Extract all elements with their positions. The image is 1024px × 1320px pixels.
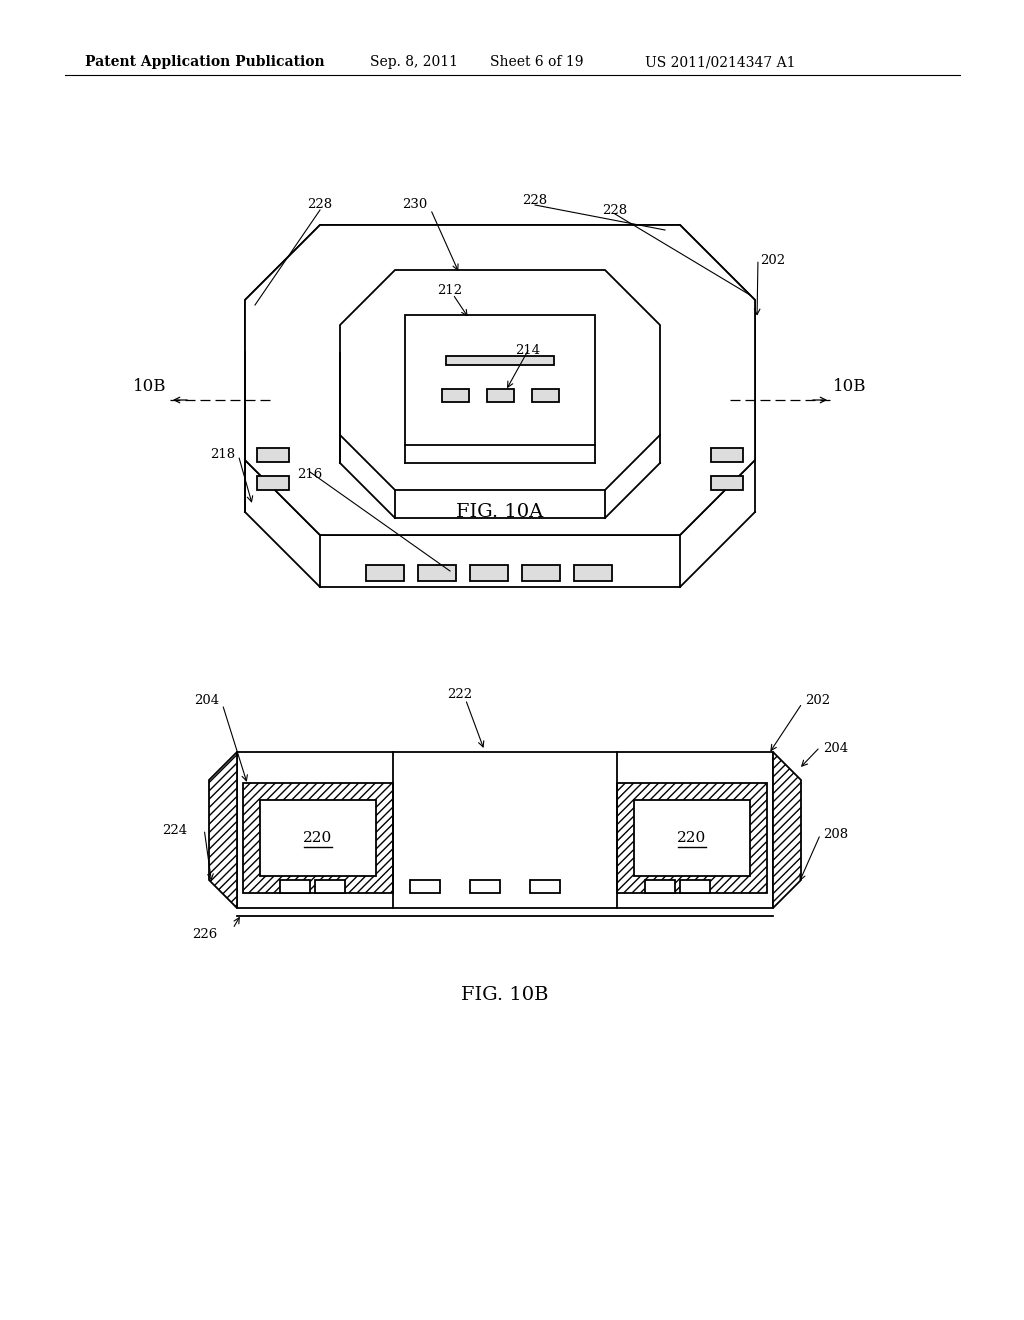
Bar xyxy=(280,879,310,892)
Bar xyxy=(531,388,558,401)
Text: 216: 216 xyxy=(297,469,323,482)
Bar xyxy=(634,800,750,876)
Bar xyxy=(418,565,456,581)
Bar xyxy=(470,565,508,581)
Text: 204: 204 xyxy=(823,742,848,755)
Bar xyxy=(257,477,289,490)
Text: FIG. 10A: FIG. 10A xyxy=(457,503,544,521)
Text: 204: 204 xyxy=(195,693,219,706)
Polygon shape xyxy=(406,315,595,445)
Text: Patent Application Publication: Patent Application Publication xyxy=(85,55,325,69)
Bar xyxy=(243,783,393,894)
Bar xyxy=(257,447,289,462)
Text: 228: 228 xyxy=(307,198,333,211)
Bar xyxy=(315,879,345,892)
Text: Sep. 8, 2011: Sep. 8, 2011 xyxy=(370,55,458,69)
Bar xyxy=(486,388,513,401)
Bar xyxy=(446,355,554,364)
Text: Sheet 6 of 19: Sheet 6 of 19 xyxy=(490,55,584,69)
Polygon shape xyxy=(209,752,237,908)
Bar xyxy=(711,477,743,490)
Text: US 2011/0214347 A1: US 2011/0214347 A1 xyxy=(645,55,796,69)
Text: 220: 220 xyxy=(677,832,707,845)
Bar xyxy=(530,879,560,892)
Bar xyxy=(260,800,376,876)
Text: 224: 224 xyxy=(162,824,187,837)
Bar xyxy=(366,565,404,581)
Text: 222: 222 xyxy=(447,689,472,701)
Bar xyxy=(237,752,773,908)
Polygon shape xyxy=(773,752,801,908)
Bar xyxy=(410,879,440,892)
Text: 218: 218 xyxy=(210,449,234,462)
Polygon shape xyxy=(245,224,755,535)
Text: FIG. 10B: FIG. 10B xyxy=(461,986,549,1005)
Bar xyxy=(574,565,612,581)
Text: 202: 202 xyxy=(806,693,830,706)
Text: 230: 230 xyxy=(402,198,428,211)
Bar xyxy=(522,565,560,581)
Text: 220: 220 xyxy=(303,832,333,845)
Text: 208: 208 xyxy=(823,829,848,842)
Text: 228: 228 xyxy=(602,203,628,216)
Polygon shape xyxy=(340,271,660,490)
Text: 214: 214 xyxy=(515,343,540,356)
Bar xyxy=(441,388,469,401)
Text: 202: 202 xyxy=(760,253,785,267)
Bar xyxy=(617,783,767,894)
Text: 212: 212 xyxy=(437,284,463,297)
Polygon shape xyxy=(245,224,755,535)
Text: 10B: 10B xyxy=(834,378,866,395)
Text: 228: 228 xyxy=(522,194,548,206)
Text: 226: 226 xyxy=(191,928,217,941)
Bar xyxy=(645,879,675,892)
Bar xyxy=(680,879,710,892)
Text: 10B: 10B xyxy=(133,378,167,395)
Bar xyxy=(470,879,500,892)
Bar xyxy=(711,447,743,462)
